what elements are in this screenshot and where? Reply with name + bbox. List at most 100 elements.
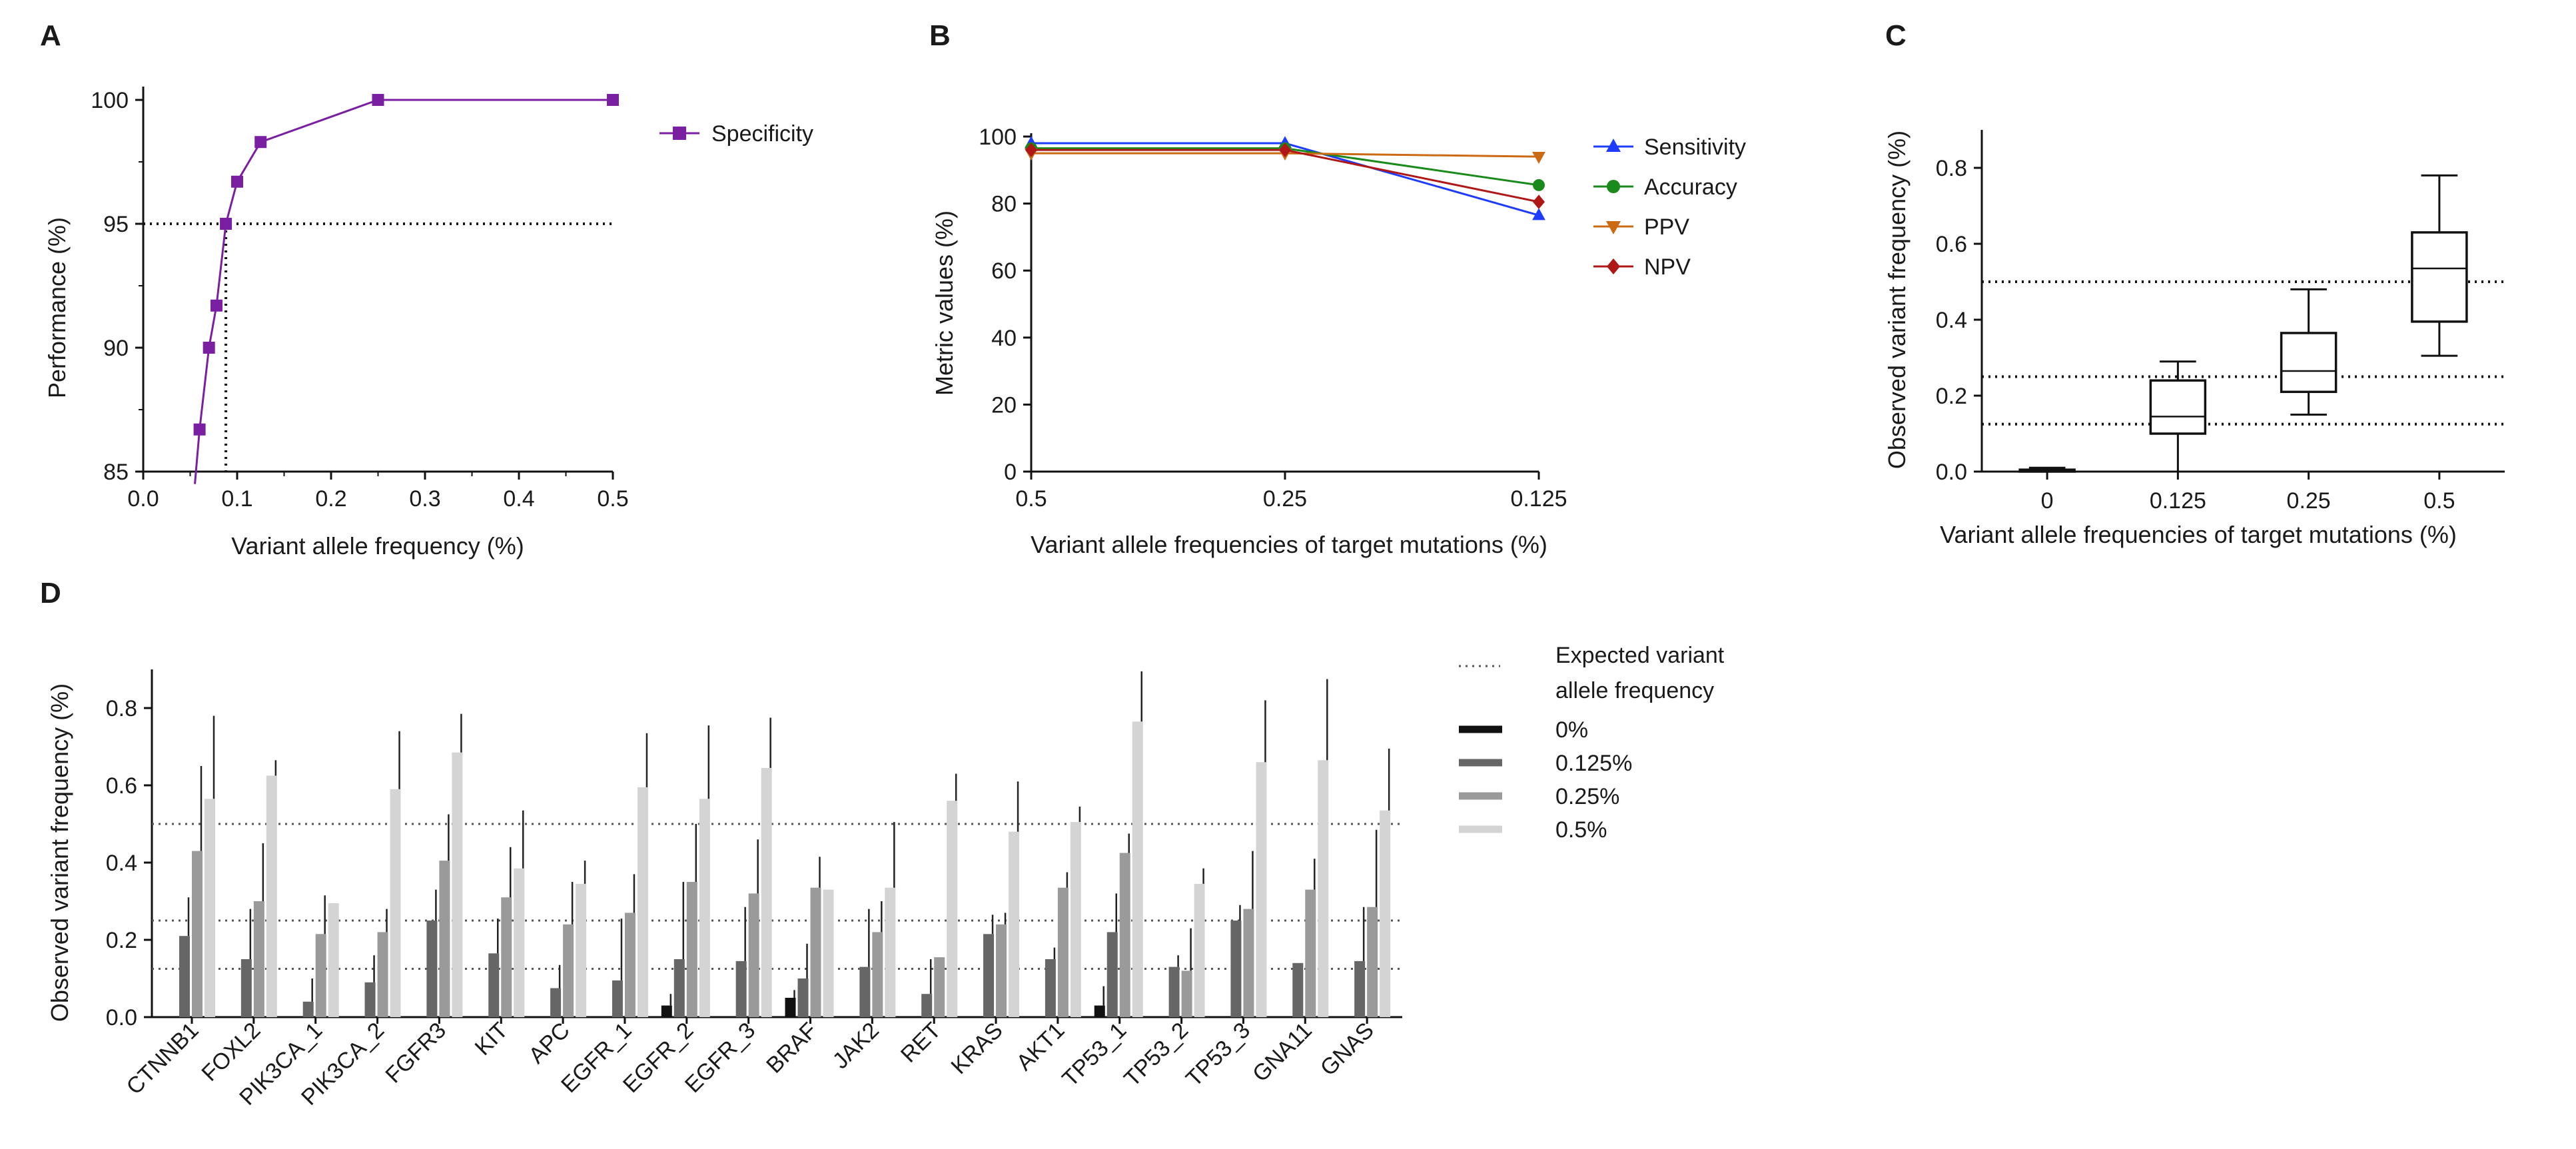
panel-d-x-tick-label: TP53_2 bbox=[1119, 1018, 1193, 1092]
panel-d-bar bbox=[377, 932, 388, 1017]
panel-a-x-tick-label: 0.2 bbox=[315, 486, 346, 512]
panel-d-bar bbox=[996, 924, 1007, 1017]
panel-d-bar bbox=[637, 787, 648, 1017]
panel-d-bar bbox=[302, 1001, 314, 1017]
panel-d-bar bbox=[328, 903, 339, 1017]
panel-a-legend-label: Specificity bbox=[711, 121, 813, 147]
panel-b-point bbox=[1025, 143, 1037, 157]
panel-d-bar bbox=[810, 887, 821, 1017]
panel-b-legend-marker bbox=[1607, 180, 1620, 193]
panel-c-box bbox=[2280, 332, 2338, 394]
panel-d-x-tick-label: GNA11 bbox=[1248, 1018, 1317, 1087]
panel-d-bar bbox=[983, 934, 995, 1017]
panel-a-x-tick-label: 0.0 bbox=[127, 486, 159, 512]
panel-c-ylabel: Observed variant frequency (%) bbox=[1883, 131, 1911, 469]
panel-d-bar bbox=[192, 851, 203, 1017]
panel-d-bar bbox=[1305, 889, 1316, 1017]
panel-d-bar bbox=[315, 934, 326, 1017]
panel-a-point bbox=[254, 136, 267, 149]
panel-b-chart: Variant allele frequencies of target mut… bbox=[931, 125, 1746, 558]
panel-b-y-tick-label: 0 bbox=[1004, 460, 1017, 485]
panel-d-bar bbox=[661, 1005, 672, 1017]
panel-a-y-tick-label: 85 bbox=[103, 460, 129, 485]
panel-d-bar bbox=[761, 767, 772, 1017]
panel-d-bar bbox=[179, 936, 190, 1017]
panel-d-x-tick-label: KRAS bbox=[946, 1018, 1007, 1079]
panel-b-point bbox=[1533, 194, 1545, 209]
panel-b-legend-marker bbox=[1607, 258, 1620, 274]
panel-d-bar bbox=[1292, 962, 1304, 1017]
panel-d-bar bbox=[1057, 887, 1069, 1017]
panel-d-bar bbox=[205, 799, 215, 1017]
panel-d-bar bbox=[1354, 960, 1366, 1017]
panel-d-bar bbox=[885, 887, 896, 1017]
panel-a-y-tick-label: 95 bbox=[103, 212, 129, 237]
panel-d-bar bbox=[1168, 966, 1180, 1017]
panel-d-x-tick-label: TP53_1 bbox=[1057, 1018, 1131, 1092]
panel-d-bar bbox=[612, 980, 623, 1017]
panel-d-legend-title-line2: allele frequency bbox=[1555, 678, 1714, 703]
panel-a-x-tick-label: 0.4 bbox=[503, 486, 534, 512]
panel-d-bar bbox=[1045, 959, 1056, 1017]
panel-d-x-tick-label: TP53_3 bbox=[1181, 1018, 1255, 1092]
panel-b-point bbox=[1532, 151, 1545, 164]
panel-d-x-tick-label: KIT bbox=[470, 1018, 513, 1060]
panel-d-bar bbox=[390, 789, 401, 1017]
panel-d-bar bbox=[514, 868, 525, 1017]
panel-a-point bbox=[220, 218, 232, 230]
panel-a-xlabel: Variant allele frequency (%) bbox=[231, 532, 524, 560]
panel-d-legend-label-3: 0.5% bbox=[1555, 817, 1607, 843]
panel-d-bar bbox=[563, 924, 574, 1017]
panel-b-point bbox=[1533, 179, 1545, 191]
panel-b-x-tick-label: 0.25 bbox=[1263, 486, 1307, 512]
panel-c-box bbox=[2411, 231, 2468, 323]
panel-b-ylabel: Metric values (%) bbox=[931, 210, 958, 396]
panel-a-x-tick-label: 0.5 bbox=[597, 486, 628, 512]
panel-d-x-tick-label: FGFR3 bbox=[380, 1018, 451, 1088]
panel-d-x-tick-label: JAK2 bbox=[828, 1018, 884, 1074]
panel-d-bar bbox=[550, 988, 562, 1017]
panel-d-bar bbox=[1070, 822, 1081, 1017]
panel-d-bar bbox=[1106, 932, 1118, 1017]
panel-d-bar bbox=[1318, 760, 1329, 1017]
panel-c-y-tick-label: 0.2 bbox=[1936, 384, 1967, 409]
panel-d-bar bbox=[624, 913, 636, 1017]
panel-d-bar bbox=[1380, 810, 1391, 1017]
panel-b-y-tick-label: 20 bbox=[991, 392, 1017, 418]
panel-d-bar bbox=[240, 959, 252, 1017]
panel-d-legend-title-line1: Expected variant bbox=[1555, 643, 1725, 668]
panel-b-legend-label-1: Accuracy bbox=[1644, 175, 1737, 200]
panel-d-bar bbox=[1094, 1005, 1105, 1017]
panel-d-bar bbox=[785, 998, 796, 1017]
panel-d-bar bbox=[823, 889, 834, 1017]
panel-d-y-tick-label: 0.4 bbox=[106, 851, 137, 876]
panel-b-y-tick-label: 100 bbox=[979, 125, 1017, 150]
panel-c-x-tick-label: 0.25 bbox=[2287, 488, 2331, 514]
panel-d-bar bbox=[488, 953, 500, 1017]
panel-c-box bbox=[2149, 379, 2207, 435]
panel-d-bar bbox=[452, 752, 463, 1017]
panel-d-bar bbox=[859, 966, 871, 1017]
panel-d-bar bbox=[1194, 883, 1205, 1017]
panel-c-x-tick-label: 0.5 bbox=[2423, 488, 2455, 514]
panel-a-x-tick-label: 0.1 bbox=[221, 486, 252, 512]
panel-a-point bbox=[231, 175, 243, 188]
panel-d-bar bbox=[934, 957, 945, 1017]
panel-d-bar bbox=[253, 901, 264, 1017]
panel-a-point bbox=[193, 423, 206, 436]
panel-c-x-tick-label: 0.125 bbox=[2150, 488, 2206, 514]
panel-b-legend-label-3: NPV bbox=[1644, 254, 1691, 280]
panel-b-legend-marker bbox=[1606, 221, 1621, 234]
panel-a-point bbox=[607, 94, 619, 106]
panel-b-y-tick-label: 40 bbox=[991, 326, 1017, 351]
panel-d-bar bbox=[1132, 721, 1143, 1017]
panel-a-y-tick-label: 90 bbox=[103, 336, 129, 361]
panel-a-point bbox=[372, 94, 384, 106]
panel-d-legend-label-0: 0% bbox=[1555, 717, 1588, 743]
panel-d-y-tick-label: 0.8 bbox=[106, 696, 137, 721]
panel-d-bar bbox=[1230, 921, 1242, 1017]
panel-a-chart: Variant allele frequency (%) Performance… bbox=[43, 87, 813, 560]
panel-d-bar bbox=[1119, 853, 1130, 1017]
panel-d-ylabel: Observed variant frequency (%) bbox=[46, 683, 73, 1022]
panel-c-y-tick-label: 0.4 bbox=[1936, 308, 1967, 333]
